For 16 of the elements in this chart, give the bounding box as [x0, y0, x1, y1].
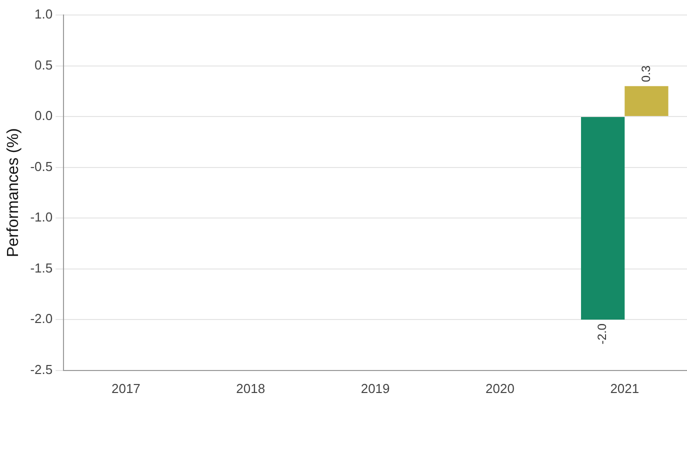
x-tick-label: 2021	[610, 380, 640, 396]
x-tick-label: 2020	[486, 380, 514, 396]
y-axis-title: Performances (%)	[5, 128, 22, 258]
x-tick-label: 2018	[236, 380, 266, 396]
y-tick-label: 1.0	[34, 6, 53, 22]
x-tick-label: 2019	[360, 380, 390, 396]
y-tick-label: -1.5	[30, 260, 53, 276]
y-tick-label: -2.0	[30, 311, 53, 326]
data-label: -2.0	[595, 323, 610, 344]
data-label: 0.3	[638, 65, 653, 82]
y-tick-label: -0.5	[30, 158, 53, 174]
y-tick-label: -1.0	[30, 210, 53, 225]
y-tick-label: 0.5	[34, 57, 53, 72]
x-tick-label: 2017	[111, 380, 140, 396]
y-tick-label: -2.5	[30, 362, 53, 377]
y-tick-label: 0.0	[34, 108, 53, 124]
